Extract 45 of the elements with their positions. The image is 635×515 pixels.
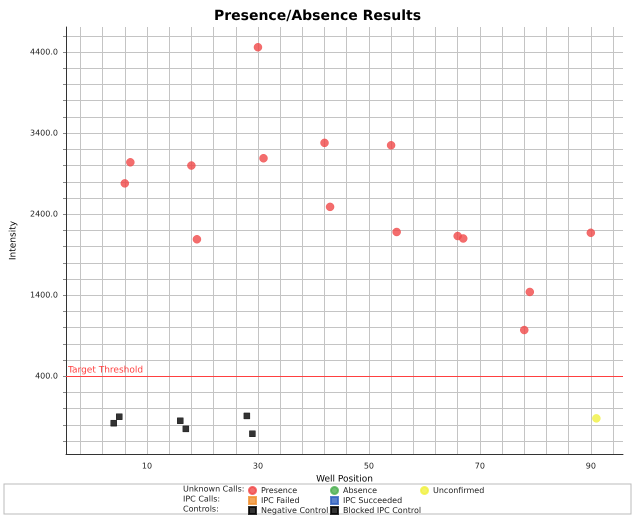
x-tick-label: 50 bbox=[364, 462, 374, 470]
y-axis-title: Intensity bbox=[8, 220, 18, 260]
legend-label: IPC Succeeded bbox=[343, 496, 402, 505]
point bbox=[182, 426, 190, 432]
point bbox=[244, 412, 250, 420]
x-axis-title: Well Position bbox=[316, 474, 373, 484]
x-tick-label: 90 bbox=[586, 462, 596, 470]
x-tick-label: 10 bbox=[142, 462, 152, 470]
point bbox=[458, 234, 468, 243]
point bbox=[126, 158, 135, 167]
legend-label: Unconfirmed bbox=[433, 486, 484, 495]
y-tick-label: 1400.0 bbox=[30, 290, 58, 300]
point bbox=[187, 161, 196, 170]
point bbox=[586, 228, 596, 238]
y-tick-label: 400.0 bbox=[35, 372, 58, 381]
chart-title: Presence/Absence Results bbox=[214, 8, 422, 24]
text: Controls: bbox=[183, 504, 219, 514]
y-tick-label: 3400.0 bbox=[30, 128, 58, 138]
point bbox=[386, 141, 396, 150]
y-tick-label: 4400.0 bbox=[30, 48, 58, 57]
point bbox=[326, 202, 334, 212]
point bbox=[259, 154, 268, 163]
point bbox=[177, 418, 184, 424]
legend-label: Blocked IPC Control bbox=[343, 506, 422, 515]
y-tick-label: 2400.0 bbox=[30, 210, 58, 219]
point bbox=[254, 43, 262, 52]
point bbox=[526, 288, 534, 296]
ref-line-label: Target Threshold bbox=[67, 366, 144, 376]
point bbox=[249, 430, 256, 437]
point bbox=[592, 414, 601, 423]
legend-label: Absence bbox=[343, 486, 378, 495]
x-tick-label: 70 bbox=[474, 462, 485, 470]
point bbox=[520, 326, 528, 334]
x-tick-label: 30 bbox=[252, 462, 264, 470]
point bbox=[116, 413, 123, 420]
legend-label: Negative Control bbox=[261, 506, 328, 515]
text: IPC Calls: bbox=[183, 494, 220, 504]
point bbox=[120, 179, 130, 188]
point bbox=[192, 235, 202, 244]
text: Unknown Calls: bbox=[183, 484, 244, 494]
legend-label: Presence bbox=[261, 486, 298, 495]
point bbox=[392, 228, 401, 236]
point bbox=[320, 138, 329, 148]
point bbox=[110, 420, 117, 426]
legend-label: IPC Failed bbox=[261, 496, 300, 505]
